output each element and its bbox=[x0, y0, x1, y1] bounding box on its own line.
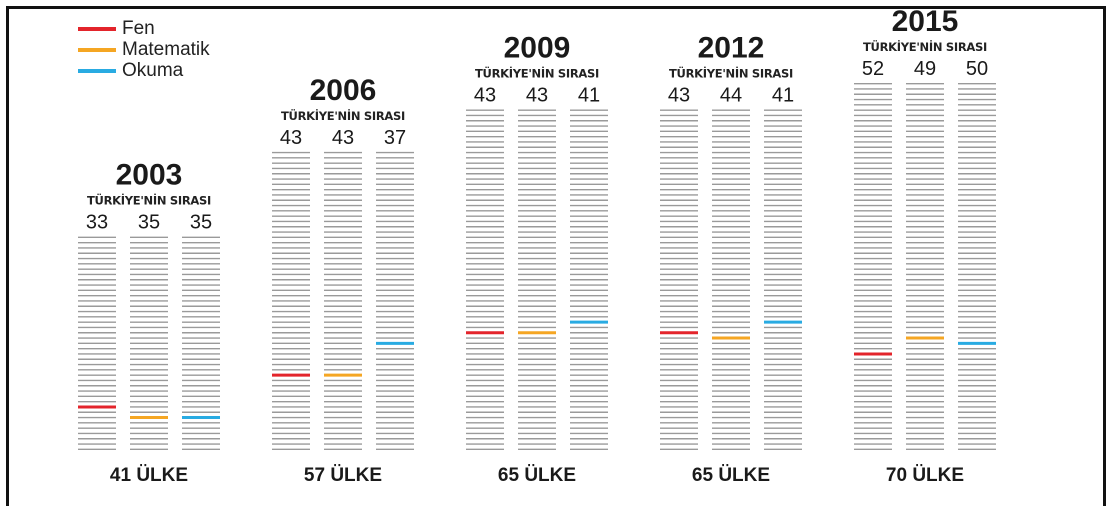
chart-frame bbox=[6, 6, 1106, 506]
legend-label-fen: Fen bbox=[122, 18, 155, 39]
rank-header-2006: TÜRKİYE'NİN SIRASI bbox=[281, 108, 405, 123]
rank-header-2012: TÜRKİYE'NİN SIRASI bbox=[669, 66, 793, 81]
legend: Fen Matematik Okuma bbox=[78, 18, 210, 81]
country-count-2009: 65 ÜLKE bbox=[498, 465, 576, 486]
rank-value-2012-matematik: 44 bbox=[720, 85, 742, 107]
legend-label-okuma: Okuma bbox=[122, 60, 184, 81]
legend-swatch-fen bbox=[78, 26, 116, 31]
year-label-2003: 2003 bbox=[116, 159, 183, 192]
rank-header-2009: TÜRKİYE'NİN SIRASI bbox=[475, 66, 599, 81]
column-2015-matematik bbox=[906, 81, 944, 452]
legend-item-okuma: Okuma bbox=[78, 60, 210, 81]
country-count-2003: 41 ÜLKE bbox=[110, 465, 188, 486]
legend-swatch-matematik bbox=[78, 47, 116, 52]
legend-swatch-okuma bbox=[78, 68, 116, 73]
rank-value-2006-fen: 43 bbox=[280, 127, 302, 149]
rank-value-2003-fen: 33 bbox=[86, 212, 108, 234]
column-2015-okuma bbox=[958, 81, 996, 452]
rank-value-2009-fen: 43 bbox=[474, 85, 496, 107]
rank-value-2012-okuma: 41 bbox=[772, 85, 794, 107]
rank-header-2003: TÜRKİYE'NİN SIRASI bbox=[87, 193, 211, 208]
rank-value-2015-matematik: 49 bbox=[914, 58, 936, 80]
column-2015-fen bbox=[854, 81, 892, 452]
year-label-2012: 2012 bbox=[698, 32, 765, 65]
rank-header-2015: TÜRKİYE'NİN SIRASI bbox=[863, 39, 987, 54]
rank-value-2003-matematik: 35 bbox=[138, 212, 160, 234]
rank-value-2015-fen: 52 bbox=[862, 58, 884, 80]
country-count-2006: 57 ÜLKE bbox=[304, 465, 382, 486]
country-count-2012: 65 ÜLKE bbox=[692, 465, 770, 486]
rank-value-2006-matematik: 43 bbox=[332, 127, 354, 149]
year-label-2009: 2009 bbox=[504, 32, 571, 65]
rank-value-2009-matematik: 43 bbox=[526, 85, 548, 107]
legend-label-matematik: Matematik bbox=[122, 39, 210, 60]
year-label-2006: 2006 bbox=[310, 74, 377, 107]
country-count-2015: 70 ÜLKE bbox=[886, 465, 964, 486]
rank-value-2009-okuma: 41 bbox=[578, 85, 600, 107]
legend-item-matematik: Matematik bbox=[78, 39, 210, 60]
legend-item-fen: Fen bbox=[78, 18, 210, 39]
rank-value-2012-fen: 43 bbox=[668, 85, 690, 107]
year-label-2015: 2015 bbox=[892, 5, 959, 38]
rank-value-2015-okuma: 50 bbox=[966, 58, 988, 80]
rank-value-2006-okuma: 37 bbox=[384, 127, 406, 149]
rank-value-2003-okuma: 35 bbox=[190, 212, 212, 234]
